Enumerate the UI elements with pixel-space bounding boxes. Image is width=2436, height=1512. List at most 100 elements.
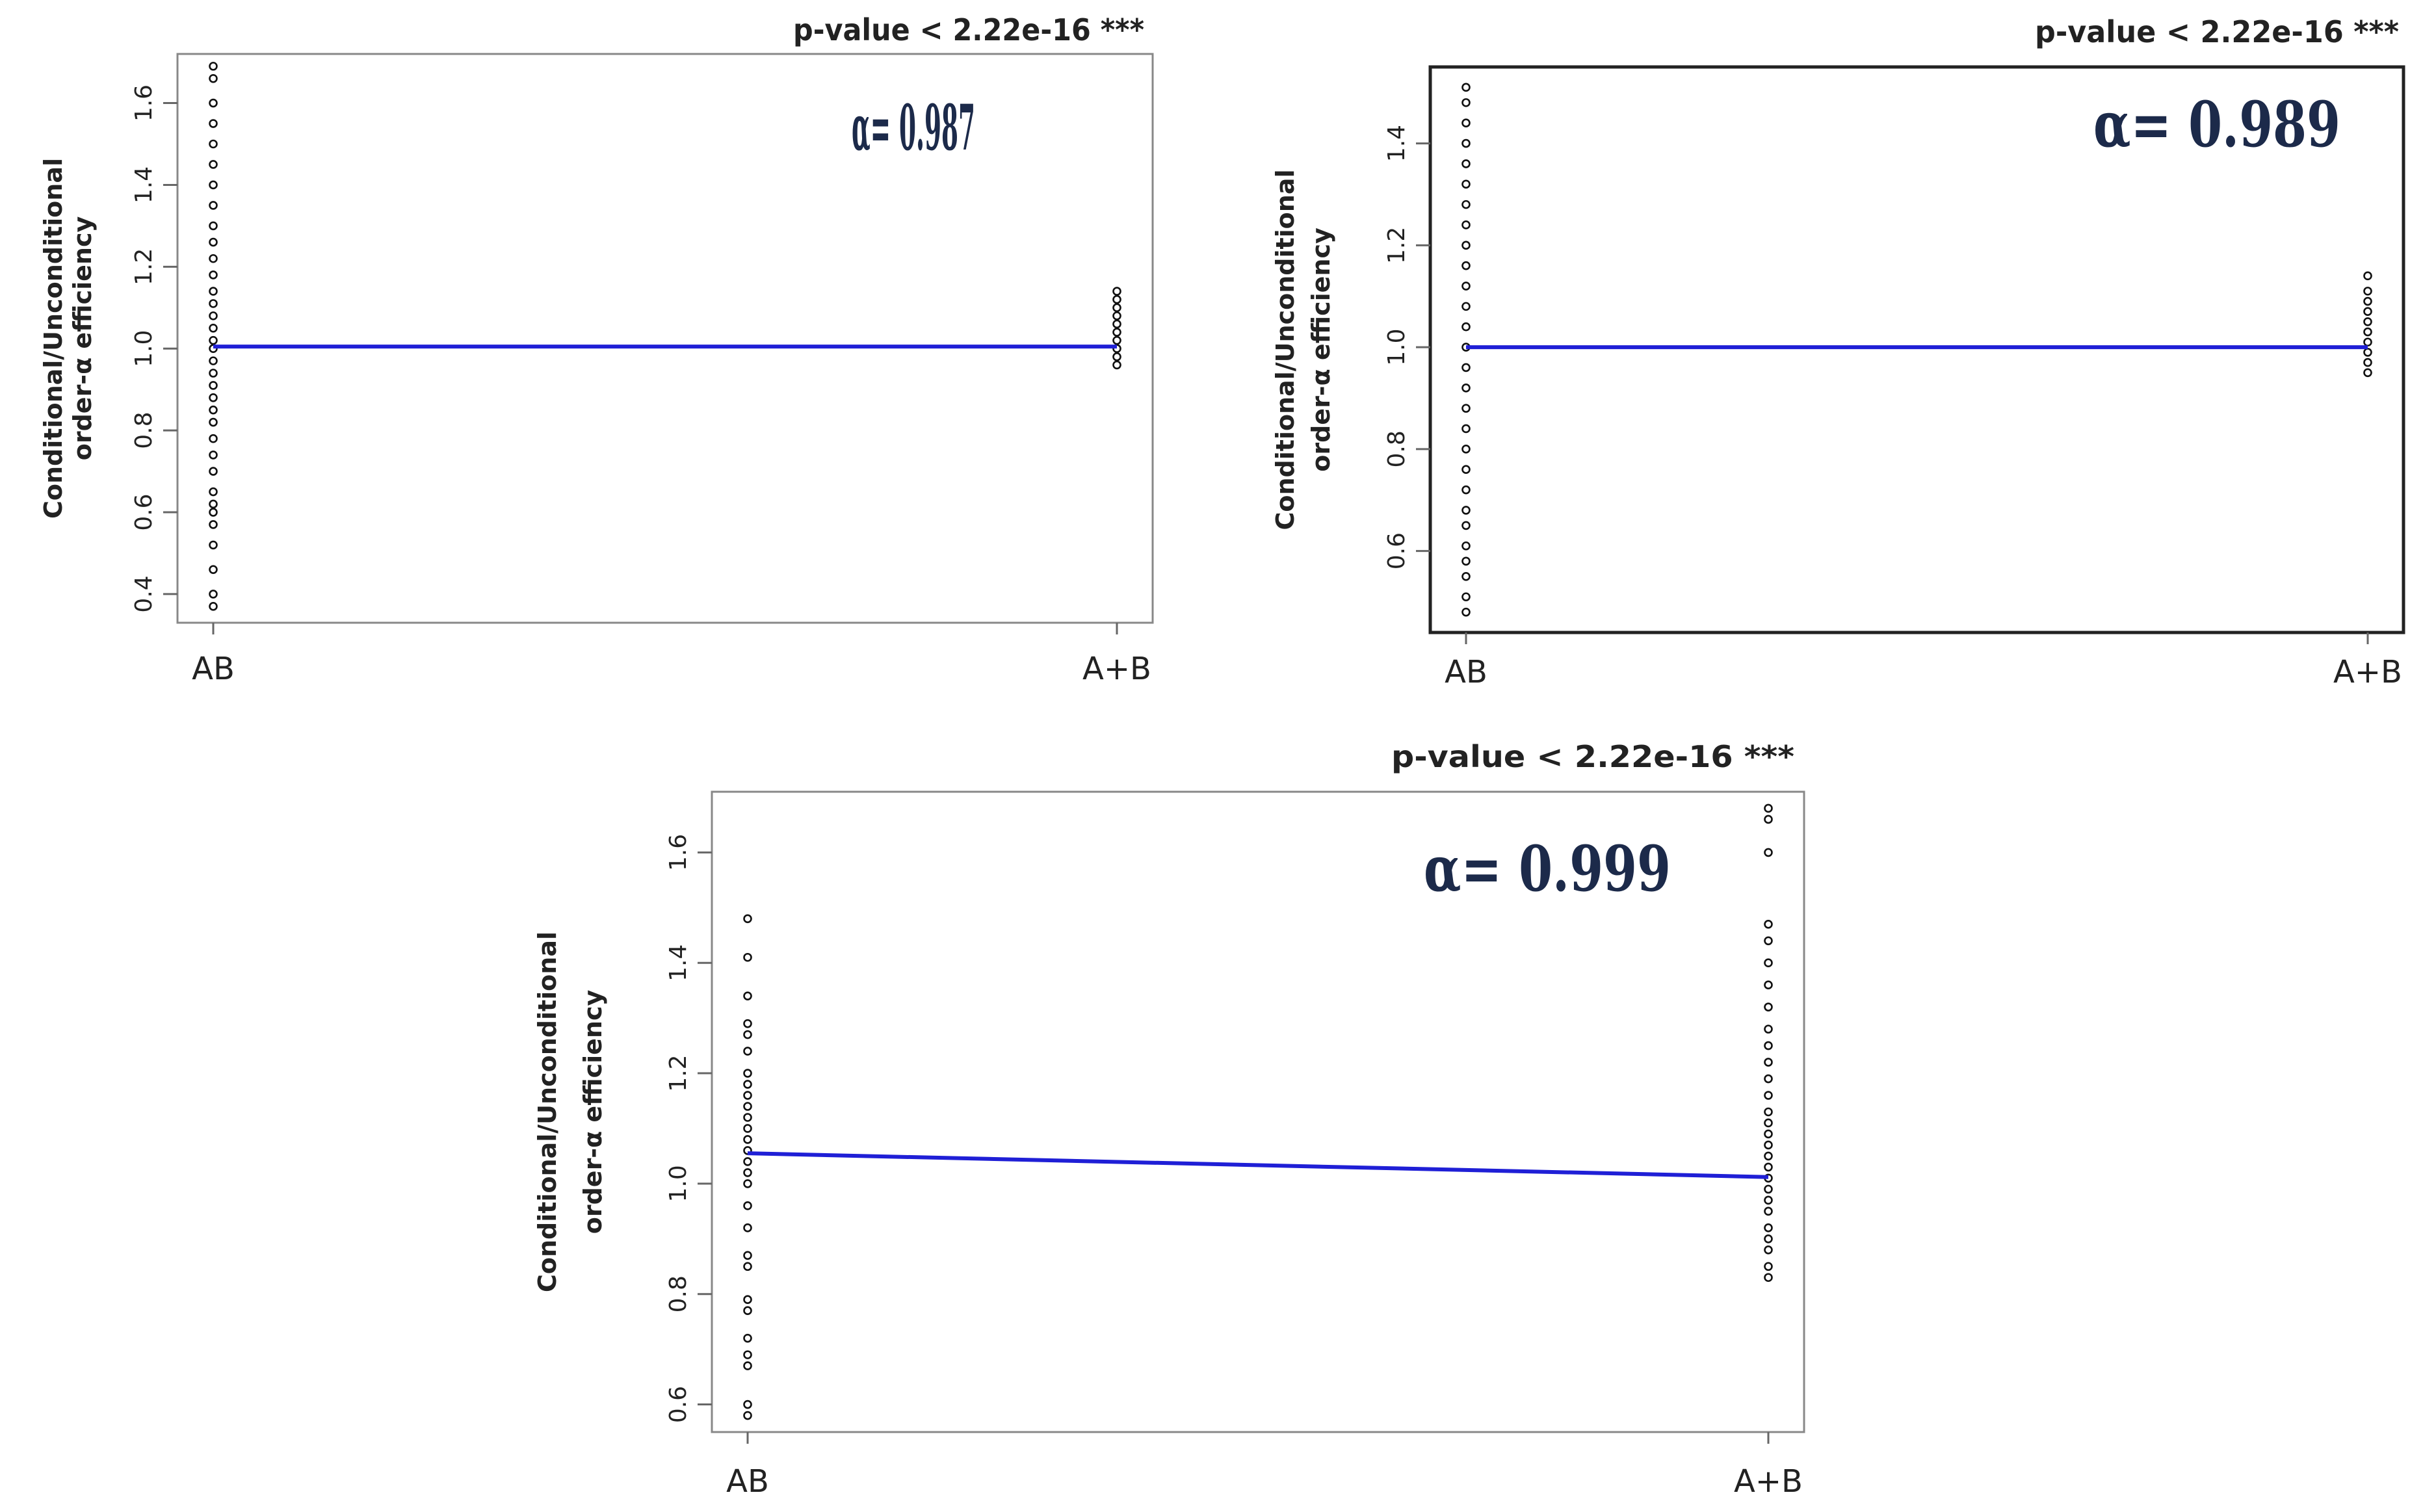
data-point	[1112, 303, 1121, 313]
data-point	[209, 405, 218, 415]
y-axis-label-line-2: order-α efficiency	[68, 216, 97, 461]
data-point	[209, 417, 218, 427]
data-point	[743, 1350, 752, 1359]
data-point	[743, 1223, 752, 1232]
data-point	[1461, 541, 1471, 551]
data-point	[1461, 322, 1471, 332]
data-point	[209, 499, 218, 509]
data-point	[209, 356, 218, 365]
data-point	[1112, 352, 1121, 361]
data-point	[209, 520, 218, 529]
y-tick-label: 1.0	[131, 330, 157, 367]
x-category-label: AB	[726, 1463, 769, 1500]
y-axis: 0.4 0.6 0.8 1.0 1.2 1.4 1.6	[131, 85, 177, 613]
data-point	[743, 1124, 752, 1133]
y-tick-label: 0.8	[1383, 430, 1410, 467]
data-point	[209, 540, 218, 550]
data-point	[1764, 1234, 1773, 1244]
y-axis-label-line-2: order-α efficiency	[579, 990, 607, 1234]
data-point	[1461, 220, 1471, 229]
data-point	[209, 139, 218, 149]
y-tick-label: 1.0	[1383, 328, 1410, 365]
data-point	[1112, 328, 1121, 337]
data-point	[1461, 556, 1471, 566]
data-point	[1112, 319, 1121, 329]
data-point	[1461, 445, 1471, 454]
data-point	[1764, 1129, 1773, 1139]
y-axis-label-line-1: Conditional/Unconditional	[39, 158, 68, 519]
data-point	[743, 1102, 752, 1111]
data-point	[743, 1306, 752, 1315]
y-tick-label: 1.4	[665, 945, 692, 982]
data-point	[2363, 271, 2372, 281]
x-axis: AB A+B	[192, 623, 1151, 687]
y-tick-label: 1.6	[131, 85, 157, 122]
data-point	[743, 1262, 752, 1271]
data-point	[1764, 848, 1773, 857]
data-point	[743, 1201, 752, 1210]
trend-line	[747, 1151, 1769, 1179]
data-point	[1764, 958, 1773, 968]
data-point	[743, 1113, 752, 1122]
data-point	[209, 62, 218, 71]
data-point	[743, 1047, 752, 1056]
data-point	[1461, 261, 1471, 270]
data-point	[209, 201, 218, 210]
points	[209, 62, 1121, 611]
data-point	[1764, 1002, 1773, 1011]
x-category-label: A+B	[1734, 1463, 1803, 1500]
alpha-annotation: α= 0.987	[852, 91, 975, 164]
data-point	[1764, 1262, 1773, 1271]
data-point	[743, 1179, 752, 1188]
y-tick-label: 0.6	[665, 1386, 692, 1423]
y-tick-label: 1.4	[1383, 125, 1410, 162]
data-point	[209, 221, 218, 231]
data-point	[1764, 980, 1773, 989]
y-tick-label: 1.0	[665, 1165, 692, 1202]
data-point	[1461, 241, 1471, 250]
data-point	[1764, 1223, 1773, 1232]
y-axis-label-line-1: Conditional/Unconditional	[533, 932, 562, 1292]
points	[1461, 83, 2372, 617]
data-point	[1764, 1091, 1773, 1100]
data-point	[1461, 521, 1471, 530]
data-point	[1461, 571, 1471, 581]
data-point	[1461, 138, 1471, 148]
data-point	[1461, 200, 1471, 209]
data-point	[1764, 1195, 1773, 1205]
data-point	[1764, 919, 1773, 929]
data-point	[2363, 348, 2372, 357]
data-point	[2363, 337, 2372, 347]
data-point	[2363, 296, 2372, 306]
data-point	[1764, 1041, 1773, 1050]
data-point	[743, 1400, 752, 1409]
data-point	[1112, 311, 1121, 320]
data-point	[743, 1295, 752, 1305]
alpha-annotation: α= 0.989	[2093, 88, 2340, 161]
data-point	[209, 237, 218, 247]
y-tick-label: 0.4	[131, 575, 157, 612]
data-point	[209, 311, 218, 320]
x-axis: AB A+B	[726, 1432, 1803, 1500]
panel-1: 0.4 0.6 0.8 1.0 1.2 1.4 1.6 AB A+B Conditional/…	[39, 12, 1154, 687]
data-point	[1764, 936, 1773, 946]
data-point	[209, 323, 218, 333]
data-point	[1112, 287, 1121, 296]
data-point	[743, 1069, 752, 1078]
data-point	[1764, 1162, 1773, 1172]
data-point	[1764, 1074, 1773, 1084]
data-point	[209, 180, 218, 190]
data-point	[1764, 1245, 1773, 1255]
data-point	[2363, 307, 2372, 317]
data-point	[209, 254, 218, 263]
x-category-label: AB	[192, 651, 235, 687]
data-point	[209, 565, 218, 574]
data-point	[209, 98, 218, 108]
data-point	[1764, 1107, 1773, 1117]
data-point	[1461, 383, 1471, 393]
data-point	[743, 991, 752, 1000]
data-point	[1764, 815, 1773, 824]
alpha-annotation: α= 0.999	[1424, 832, 1671, 906]
data-point	[1461, 592, 1471, 601]
data-point	[209, 287, 218, 296]
